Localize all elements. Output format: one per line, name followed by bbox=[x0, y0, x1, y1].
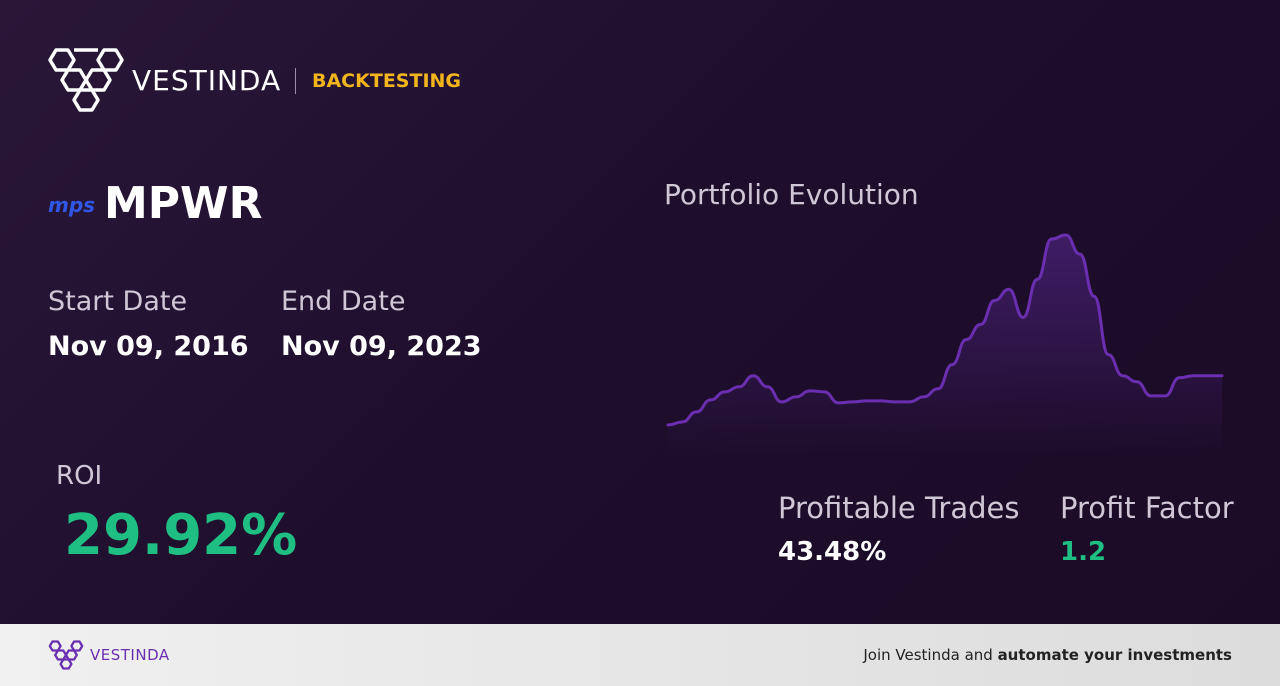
area bbox=[668, 235, 1222, 455]
footer-brand: VESTINDA bbox=[90, 646, 170, 664]
footer-cta-text: Join Vestinda and bbox=[863, 646, 998, 664]
roi-label: ROI bbox=[56, 461, 103, 491]
start-date-label: Start Date bbox=[48, 286, 188, 317]
ticker-symbol: MPWR bbox=[104, 178, 263, 229]
footer-cta: Join Vestinda and automate your investme… bbox=[863, 646, 1232, 664]
ticker-logo: mps bbox=[48, 193, 96, 217]
profitable-trades-value: 43.48% bbox=[778, 537, 887, 567]
sparkline-chart bbox=[666, 233, 1224, 455]
end-date-value: Nov 09, 2023 bbox=[281, 331, 482, 362]
section-label: BACKTESTING bbox=[312, 70, 462, 92]
chart-title: Portfolio Evolution bbox=[664, 178, 919, 211]
brand-name: VESTINDA bbox=[132, 64, 282, 97]
end-date-label: End Date bbox=[281, 286, 406, 317]
footer-logo bbox=[48, 640, 84, 670]
roi-value: 29.92% bbox=[64, 503, 298, 568]
vestinda-logo bbox=[48, 48, 124, 112]
profitable-trades-label: Profitable Trades bbox=[778, 491, 1020, 525]
start-date-value: Nov 09, 2016 bbox=[48, 331, 249, 362]
footer: VESTINDA Join Vestinda and automate your… bbox=[0, 624, 1280, 686]
footer-cta-emphasis: automate your investments bbox=[997, 646, 1232, 664]
profit-factor-value: 1.2 bbox=[1060, 537, 1107, 567]
divider bbox=[295, 68, 296, 94]
line bbox=[666, 233, 1224, 427]
profit-factor-label: Profit Factor bbox=[1060, 491, 1234, 525]
